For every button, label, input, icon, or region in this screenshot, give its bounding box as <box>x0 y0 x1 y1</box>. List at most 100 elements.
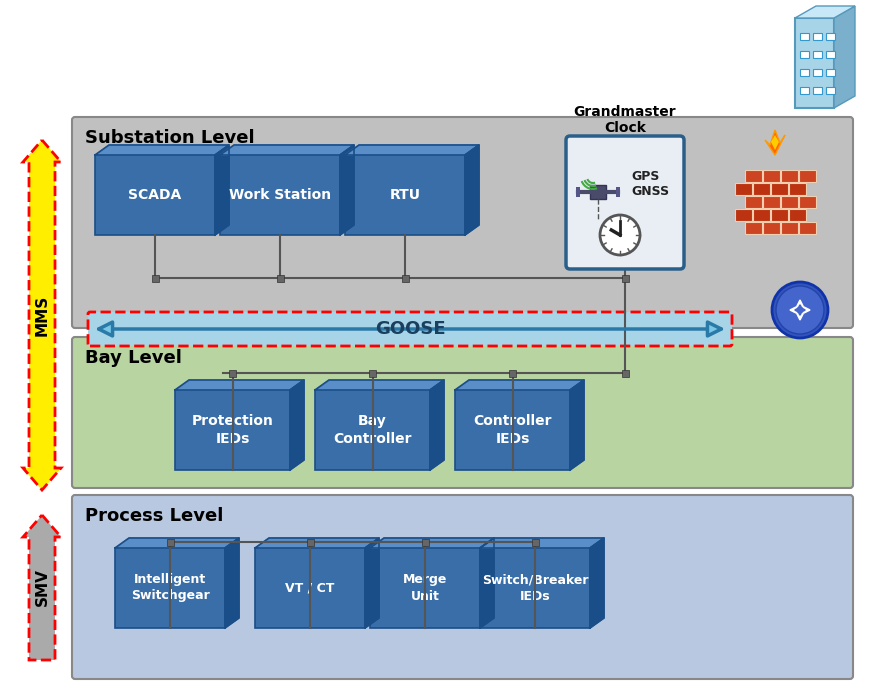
Bar <box>532 538 539 545</box>
Polygon shape <box>365 538 379 628</box>
FancyBboxPatch shape <box>590 185 606 199</box>
Polygon shape <box>225 538 239 628</box>
Bar <box>621 370 628 377</box>
FancyArrow shape <box>23 140 61 162</box>
Bar <box>813 69 822 76</box>
FancyBboxPatch shape <box>798 169 816 182</box>
Polygon shape <box>834 6 855 108</box>
FancyBboxPatch shape <box>788 208 805 220</box>
Bar <box>813 51 822 58</box>
Polygon shape <box>590 538 604 628</box>
Bar <box>229 370 236 377</box>
FancyBboxPatch shape <box>72 117 853 328</box>
FancyBboxPatch shape <box>762 169 780 182</box>
Bar <box>616 187 620 197</box>
Text: Work Station: Work Station <box>229 188 331 202</box>
Text: Merge
Unit: Merge Unit <box>403 573 447 603</box>
Text: Switch/Breaker
IEDs: Switch/Breaker IEDs <box>481 573 588 603</box>
Text: VT / CT: VT / CT <box>285 582 334 595</box>
Bar <box>813 33 822 40</box>
Polygon shape <box>795 6 855 18</box>
FancyBboxPatch shape <box>752 208 769 220</box>
Polygon shape <box>290 380 304 470</box>
Text: Protection
IEDs: Protection IEDs <box>192 415 274 446</box>
Text: MMS: MMS <box>34 294 49 336</box>
Bar <box>276 275 283 282</box>
Bar <box>826 69 835 76</box>
Bar <box>95 155 215 235</box>
Bar <box>800 87 809 94</box>
FancyBboxPatch shape <box>762 196 780 208</box>
Bar <box>175 390 290 470</box>
FancyBboxPatch shape <box>744 222 761 233</box>
FancyBboxPatch shape <box>744 169 761 182</box>
Polygon shape <box>215 145 229 235</box>
Text: Bay Level: Bay Level <box>85 349 182 367</box>
Bar <box>826 87 835 94</box>
Bar <box>480 548 590 628</box>
FancyBboxPatch shape <box>762 222 780 233</box>
FancyBboxPatch shape <box>788 182 805 194</box>
Bar <box>306 538 313 545</box>
FancyBboxPatch shape <box>566 136 684 269</box>
FancyBboxPatch shape <box>781 196 797 208</box>
Bar <box>166 538 173 545</box>
Polygon shape <box>570 380 584 470</box>
Bar <box>220 155 340 235</box>
Polygon shape <box>340 145 354 235</box>
Text: RTU: RTU <box>390 188 421 202</box>
FancyBboxPatch shape <box>781 169 797 182</box>
Bar <box>795 18 834 108</box>
FancyBboxPatch shape <box>798 222 816 233</box>
Polygon shape <box>480 538 604 548</box>
Polygon shape <box>345 145 479 155</box>
Bar <box>455 390 570 470</box>
Bar <box>826 51 835 58</box>
Bar <box>315 390 430 470</box>
Bar <box>255 548 365 628</box>
Bar <box>369 370 376 377</box>
Bar <box>800 51 809 58</box>
Text: Substation Level: Substation Level <box>85 129 254 147</box>
Polygon shape <box>370 538 494 548</box>
Bar <box>370 548 480 628</box>
FancyBboxPatch shape <box>29 162 55 468</box>
Polygon shape <box>455 380 584 390</box>
Polygon shape <box>95 145 229 155</box>
Bar <box>800 33 809 40</box>
Text: Process Level: Process Level <box>85 507 224 525</box>
FancyBboxPatch shape <box>771 182 788 194</box>
FancyArrow shape <box>23 468 61 490</box>
Text: GPS
GNSS: GPS GNSS <box>632 170 670 198</box>
Polygon shape <box>480 538 494 628</box>
Polygon shape <box>220 145 354 155</box>
FancyBboxPatch shape <box>798 196 816 208</box>
Text: SMV: SMV <box>34 568 49 607</box>
Polygon shape <box>115 538 239 548</box>
Polygon shape <box>23 515 61 660</box>
Bar <box>621 275 628 282</box>
Bar <box>800 69 809 76</box>
Bar <box>576 187 580 197</box>
Text: Grandmaster
Clock: Grandmaster Clock <box>574 105 677 135</box>
Bar <box>401 275 408 282</box>
Polygon shape <box>175 380 304 390</box>
Text: Intelligent
Switchgear: Intelligent Switchgear <box>130 573 209 603</box>
Circle shape <box>776 286 824 334</box>
Circle shape <box>600 215 640 255</box>
Text: SCADA: SCADA <box>128 188 181 202</box>
Polygon shape <box>23 140 61 490</box>
Text: Bay
Controller: Bay Controller <box>334 415 412 446</box>
Text: Controller
IEDs: Controller IEDs <box>473 415 552 446</box>
FancyBboxPatch shape <box>88 312 732 346</box>
Bar <box>345 155 465 235</box>
Bar <box>422 538 429 545</box>
Text: GOOSE: GOOSE <box>375 320 445 338</box>
Polygon shape <box>255 538 379 548</box>
Polygon shape <box>771 135 779 150</box>
Polygon shape <box>765 130 785 155</box>
FancyBboxPatch shape <box>781 222 797 233</box>
FancyBboxPatch shape <box>752 182 769 194</box>
Bar <box>509 370 516 377</box>
FancyBboxPatch shape <box>744 196 761 208</box>
